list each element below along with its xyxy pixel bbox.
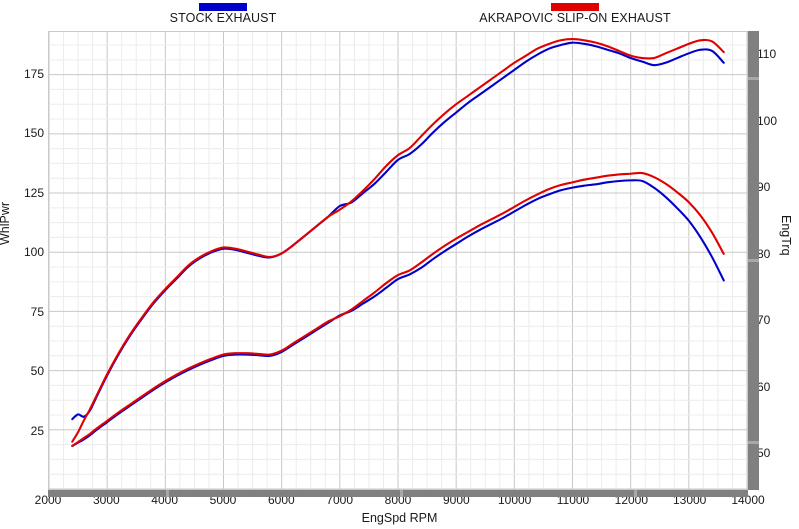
x-axis-title: EngSpd RPM — [361, 511, 438, 525]
horizontal-scrollbar-notch-right — [634, 490, 637, 497]
y-tick-left-175: 175 — [23, 66, 44, 81]
series-line-engtrq-stock — [71, 179, 725, 447]
vertical-scrollbar-notch-bottom — [748, 441, 759, 444]
y-tick-right-80: 80 — [757, 246, 771, 261]
y-axis-left-ticks: 25 50 75 100 125 150 175 — [0, 31, 44, 490]
grid-layer — [49, 32, 747, 489]
plot-area — [48, 31, 748, 490]
chart-legend: STOCK EXHAUST AKRAPOVIC SLIP-ON EXHAUST — [0, 0, 799, 25]
y-tick-left-25: 25 — [30, 423, 44, 438]
y-tick-left-50: 50 — [30, 364, 44, 379]
legend-item-akrapovic: AKRAPOVIC SLIP-ON EXHAUST — [430, 3, 720, 25]
legend-label-stock: STOCK EXHAUST — [169, 11, 277, 25]
legend-item-stock: STOCK EXHAUST — [128, 3, 318, 25]
y-tick-right-60: 60 — [757, 379, 771, 394]
y-axis-left-title: WhlPwr — [0, 201, 12, 245]
series-line-whlpwr-akrapovic — [71, 38, 725, 443]
y-tick-right-70: 70 — [757, 313, 771, 328]
y-tick-left-150: 150 — [23, 126, 44, 141]
legend-label-akrapovic: AKRAPOVIC SLIP-ON EXHAUST — [479, 11, 671, 25]
legend-swatch-akrapovic — [551, 3, 599, 11]
y-axis-right-ticks: 50 60 70 80 90 100 110 — [757, 31, 799, 490]
y-tick-left-100: 100 — [23, 245, 44, 260]
vertical-scrollbar-notch-top — [748, 77, 759, 80]
horizontal-scrollbar-notch-left — [166, 490, 169, 497]
series-line-whlpwr-stock — [71, 41, 725, 421]
horizontal-scrollbar[interactable] — [48, 490, 748, 497]
legend-swatch-stock — [199, 3, 247, 11]
y-tick-left-75: 75 — [30, 304, 44, 319]
y-tick-right-50: 50 — [757, 446, 771, 461]
horizontal-scrollbar-notch-mid — [400, 490, 403, 497]
curve-layer — [71, 38, 725, 447]
vertical-scrollbar-notch-mid — [748, 259, 759, 262]
y-tick-left-125: 125 — [23, 185, 44, 200]
vertical-scrollbar[interactable] — [748, 31, 759, 490]
series-line-engtrq-akrapovic — [71, 171, 725, 447]
y-tick-right-90: 90 — [757, 180, 771, 195]
y-tick-right-110: 110 — [757, 47, 777, 62]
y-tick-right-100: 100 — [757, 113, 778, 128]
y-axis-right-title: EngTrq — [779, 215, 793, 256]
